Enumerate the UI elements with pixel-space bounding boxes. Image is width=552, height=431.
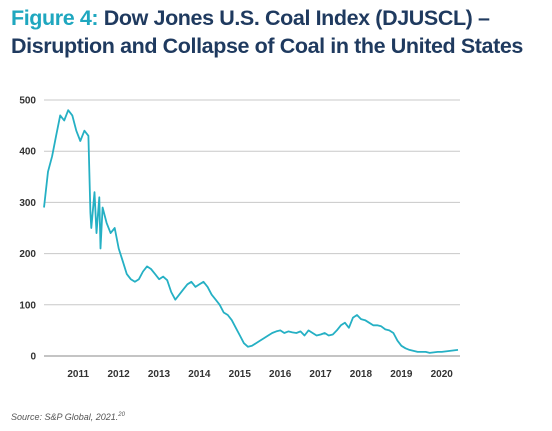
x-tick-label: 2014 [188, 369, 211, 380]
y-tick-label: 0 [30, 352, 36, 363]
y-tick-label: 200 [19, 249, 36, 260]
source-text: Source: S&P Global, 2021. [11, 412, 119, 422]
figure-label: Figure 4: [11, 6, 99, 30]
chart-title: Figure 4: Dow Jones U.S. Coal Index (DJU… [11, 4, 546, 60]
x-tick-label: 2015 [229, 369, 252, 380]
x-tick-label: 2019 [390, 369, 413, 380]
source-footnote-number: 20 [118, 412, 125, 418]
x-tick-label: 2011 [67, 369, 89, 380]
series-group [43, 109, 459, 354]
x-tick-label: 2013 [148, 369, 171, 380]
source-note: Source: S&P Global, 2021.20 [11, 412, 125, 422]
y-tick-label: 100 [19, 300, 36, 311]
figure-title-text: Dow Jones U.S. Coal Index (DJUSCL) – Dis… [11, 6, 523, 58]
series-line [43, 109, 459, 354]
x-tick-label: 2017 [309, 369, 332, 380]
gridlines [44, 99, 460, 357]
y-tick-label: 300 [19, 198, 36, 209]
y-tick-label: 400 [19, 147, 36, 158]
x-axis-ticks: 2011 2012 2013 2014 2015 2016 2017 2018 2019 2020 [67, 369, 453, 380]
x-tick-label: 2020 [431, 369, 454, 380]
x-tick-label: 2016 [269, 369, 292, 380]
x-tick-label: 2018 [350, 369, 373, 380]
y-tick-label: 500 [19, 96, 36, 107]
y-axis-ticks: 0 100 200 300 400 500 [19, 96, 36, 363]
x-tick-label: 2012 [107, 369, 130, 380]
